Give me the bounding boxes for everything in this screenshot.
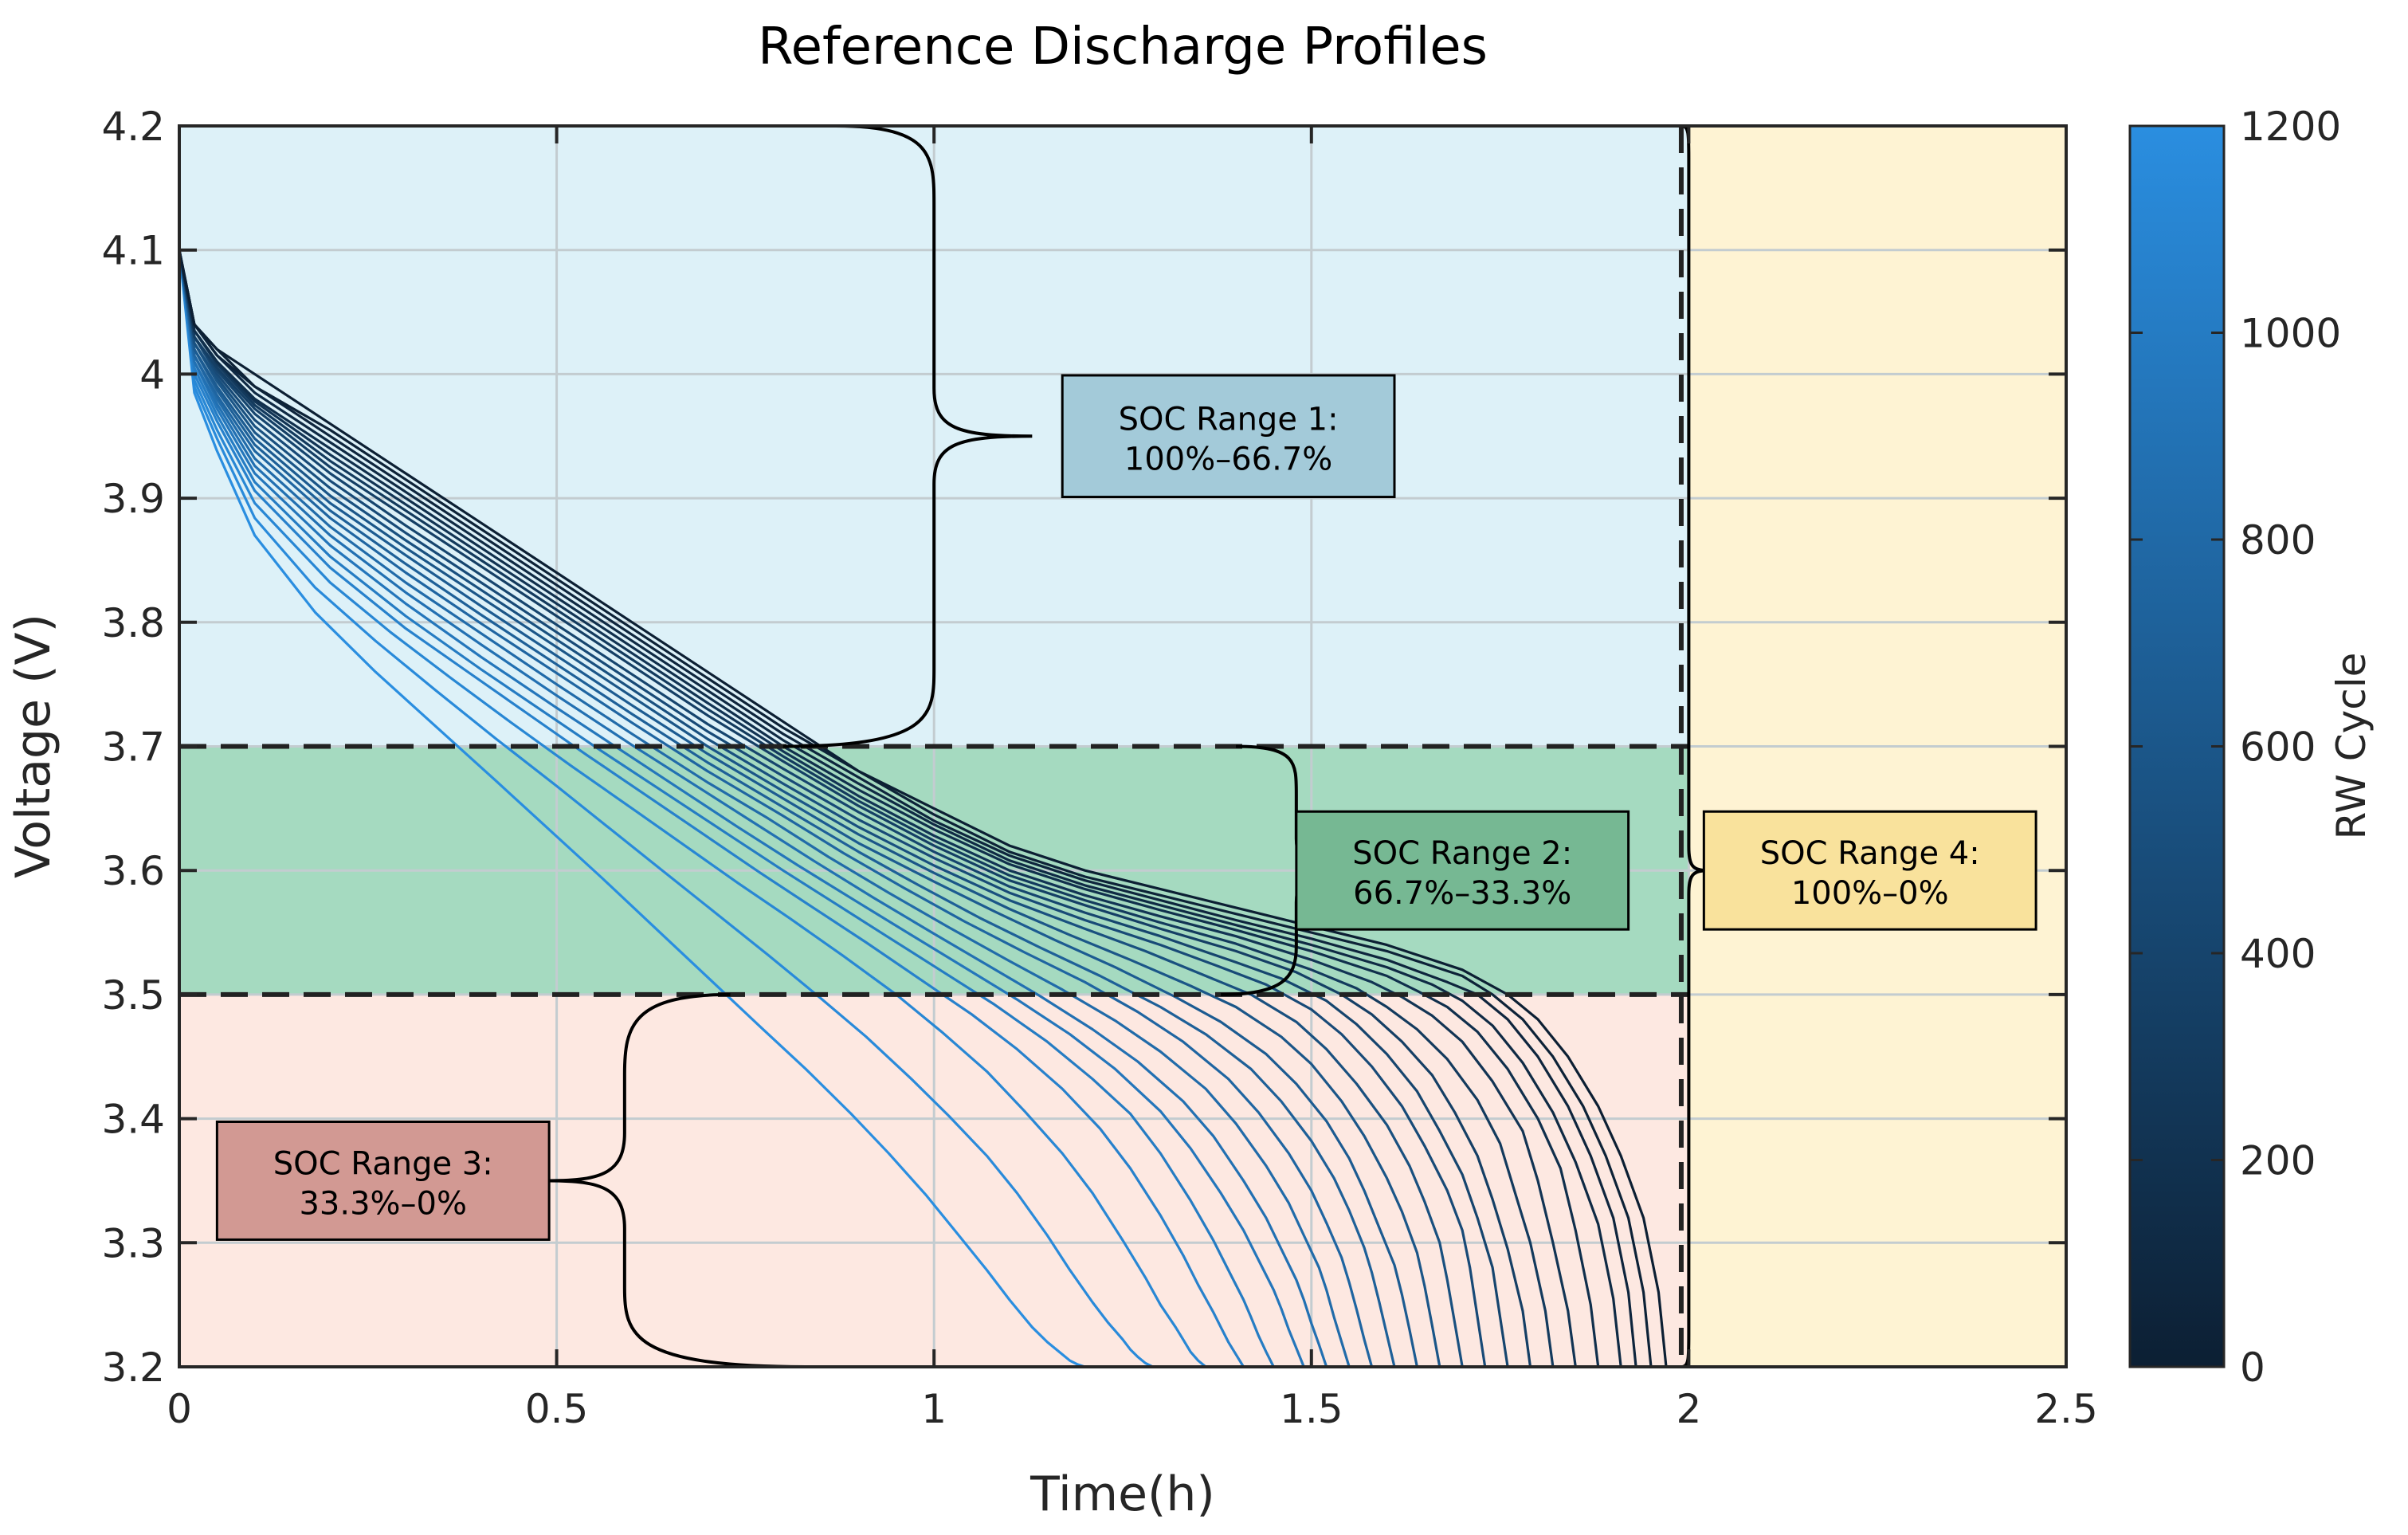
discharge-curve-cycle-170 <box>179 249 1600 1367</box>
x-tick-label: 0 <box>167 1386 192 1432</box>
colorbar-tick-label: 1000 <box>2240 311 2341 357</box>
discharge-curve-cycle-230 <box>179 249 1577 1367</box>
colorbar-tick-label: 400 <box>2240 931 2316 977</box>
discharge-curve-cycle-650 <box>179 249 1418 1367</box>
soc-range-1-span: 100%–66.7% <box>1124 441 1332 477</box>
discharge-curve-cycle-120 <box>179 249 1622 1367</box>
soc-range-4-title: SOC Range 4: <box>1760 835 1980 872</box>
y-tick-label: 4 <box>139 351 165 398</box>
x-tick-label: 0.5 <box>525 1386 589 1432</box>
colorbar-tick-label: 200 <box>2240 1138 2316 1184</box>
discharge-curve-cycle-0 <box>179 249 1668 1367</box>
discharge-curve-cycle-700 <box>179 249 1396 1367</box>
colorbar-ticks: 0 200 400 600 800 1000 1200 <box>2130 104 2341 1391</box>
brace-range-3 <box>549 992 806 1368</box>
y-tick-label: 4.1 <box>101 228 165 274</box>
soc-range-3-span: 33.3%–0% <box>299 1185 467 1222</box>
x-tick-label: 2.5 <box>2034 1386 2098 1432</box>
colorbar-tick-label: 800 <box>2240 517 2316 563</box>
x-axis-label: Time(h) <box>1029 1466 1215 1522</box>
colorbar-label: RW Cycle <box>2328 653 2375 840</box>
discharge-curve-cycle-820 <box>179 249 1351 1367</box>
y-tick-label: 3.8 <box>101 600 165 646</box>
discharge-curve-cycle-70 <box>179 249 1637 1367</box>
y-tick-label: 3.4 <box>101 1097 165 1143</box>
discharge-curve-cycle-30 <box>179 249 1653 1367</box>
soc-range-3-box <box>215 1120 551 1241</box>
discharge-curve-cycle-1120 <box>179 249 1207 1367</box>
discharge-curve-cycle-1200 <box>179 249 1100 1367</box>
discharge-curve-cycle-530 <box>179 249 1464 1367</box>
colorbar-tick-label: 600 <box>2240 724 2316 771</box>
discharge-curve-cycle-470 <box>179 249 1487 1367</box>
y-tick-label: 3.5 <box>101 972 165 1019</box>
x-tick-label: 1.5 <box>1280 1386 1343 1432</box>
discharge-curve-cycle-290 <box>179 249 1555 1367</box>
y-axis-label: Voltage (V) <box>6 614 61 878</box>
soc-range-2-title: SOC Range 2: <box>1352 835 1572 872</box>
discharge-curve-cycle-940 <box>179 249 1305 1367</box>
y-tick-label: 3.3 <box>101 1220 165 1266</box>
discharge-curve-cycle-350 <box>179 249 1532 1367</box>
x-tick-label: 1 <box>921 1386 947 1432</box>
discharge-curve-cycle-410 <box>179 249 1509 1367</box>
y-tick-label: 3.6 <box>101 848 165 894</box>
soc-range-4-box <box>1702 810 2037 931</box>
y-tick-label: 3.2 <box>101 1345 165 1391</box>
soc-range-2-box <box>1295 810 1630 931</box>
discharge-curve-cycle-1000 <box>179 249 1275 1367</box>
discharge-curve-cycle-1160 <box>179 249 1154 1367</box>
soc-range-2-span: 66.7%–33.3% <box>1353 875 1571 912</box>
soc-range-1-title: SOC Range 1: <box>1119 401 1339 438</box>
discharge-curves <box>179 249 1668 1367</box>
soc-range-4-span: 100%–0% <box>1791 875 1949 912</box>
discharge-curve-cycle-590 <box>179 249 1441 1367</box>
x-axis-ticks: 0 0.5 1 1.5 2 2.5 <box>167 126 2098 1432</box>
range-labels: SOC Range 1:100%–66.7% SOC Range 2:66.7%–… <box>215 374 2037 1241</box>
brace-range-1 <box>782 124 1033 748</box>
chart-title: Reference Discharge Profiles <box>758 18 1488 77</box>
y-tick-label: 4.2 <box>101 104 165 150</box>
discharge-curve-cycle-1060 <box>179 249 1245 1367</box>
colorbar-tick-label: 1200 <box>2240 104 2341 150</box>
colorbar <box>2128 124 2226 1368</box>
discharge-curve-cycle-880 <box>179 249 1328 1367</box>
soc-range-3-title: SOC Range 3: <box>273 1145 493 1182</box>
x-tick-label: 2 <box>1676 1386 1701 1432</box>
discharge-curve-cycle-760 <box>179 249 1374 1367</box>
y-axis-ticks: 3.2 3.3 3.4 3.5 3.6 3.7 3.8 3.9 4 4.1 4.2 <box>101 104 2066 1391</box>
y-tick-label: 3.7 <box>101 724 165 771</box>
y-tick-label: 3.9 <box>101 476 165 522</box>
colorbar-tick-label: 0 <box>2240 1345 2265 1391</box>
soc-range-1-box <box>1061 374 1396 499</box>
